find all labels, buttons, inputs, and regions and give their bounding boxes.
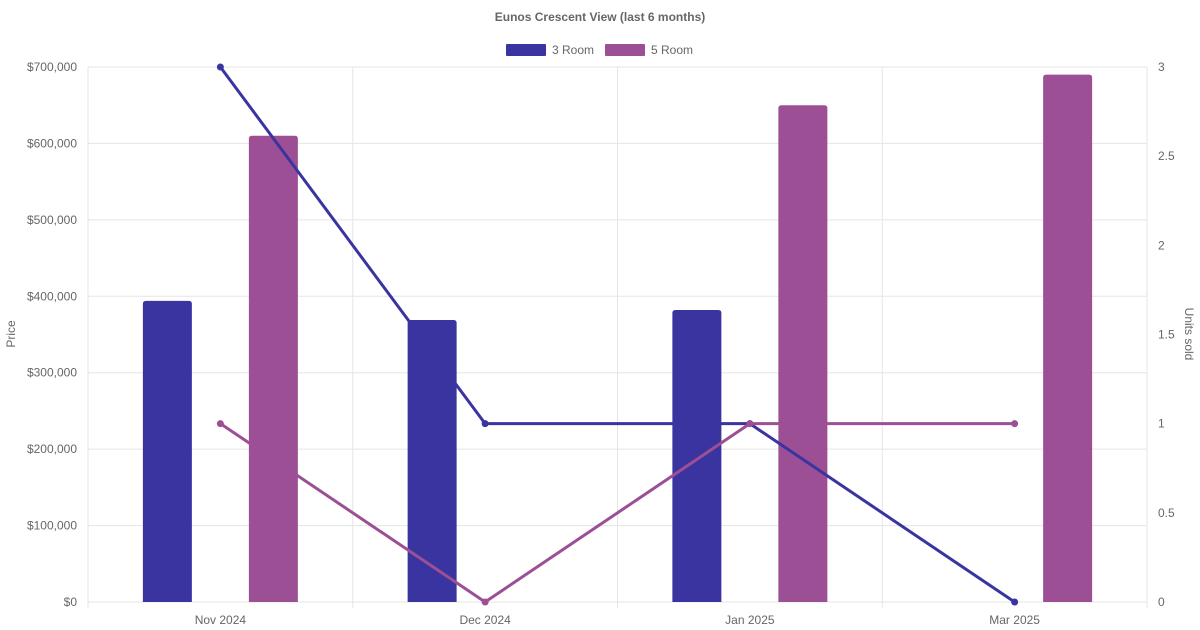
- legend-swatch: [506, 44, 546, 56]
- x-axis: Nov 2024 Dec 2024 Jan 2025 Mar 2025: [195, 613, 1041, 627]
- grid-lines: [87, 66, 1148, 608]
- line-point: [216, 63, 224, 71]
- left-axis-title: Price: [4, 320, 18, 348]
- left-tick-label: $100,000: [27, 519, 77, 533]
- bar: [778, 105, 828, 602]
- right-tick-label: 3: [1158, 60, 1165, 74]
- series-line: [219, 422, 1015, 604]
- bar: [142, 300, 192, 602]
- x-tick-label: Jan 2025: [725, 613, 775, 627]
- series-line: [219, 66, 1016, 604]
- left-tick-label: $0: [64, 595, 78, 609]
- x-tick-label: Mar 2025: [989, 613, 1040, 627]
- bars: [142, 74, 1093, 603]
- left-tick-label: $600,000: [27, 136, 77, 150]
- line-point: [1011, 420, 1019, 428]
- line-point: [481, 420, 489, 428]
- x-tick-label: Nov 2024: [195, 613, 247, 627]
- bar: [248, 135, 298, 603]
- right-tick-label: 2.5: [1158, 149, 1175, 163]
- line-point: [216, 420, 224, 428]
- legend: 3 Room 5 Room: [506, 43, 693, 57]
- bar: [672, 310, 722, 602]
- legend-label: 3 Room: [552, 43, 594, 57]
- left-tick-label: $200,000: [27, 442, 77, 456]
- right-tick-label: 0.5: [1158, 506, 1175, 520]
- left-tick-label: $700,000: [27, 60, 77, 74]
- x-tick-label: Dec 2024: [459, 613, 511, 627]
- left-tick-label: $300,000: [27, 366, 77, 380]
- legend-label: 5 Room: [651, 43, 693, 57]
- line-point: [481, 598, 489, 606]
- right-tick-label: 0: [1158, 595, 1165, 609]
- right-tick-label: 1.5: [1158, 328, 1175, 342]
- lines: [216, 63, 1019, 606]
- left-tick-label: $500,000: [27, 213, 77, 227]
- legend-swatch: [605, 44, 645, 56]
- chart-title: Eunos Crescent View (last 6 months): [495, 10, 706, 24]
- right-axis: 0 0.5 1 1.5 2 2.5 3: [1158, 60, 1175, 609]
- right-axis-title: Units sold: [1182, 308, 1196, 361]
- right-tick-label: 1: [1158, 417, 1165, 431]
- left-axis: $0 $100,000 $200,000 $300,000 $400,000 $500,0…: [27, 60, 77, 609]
- bar: [407, 319, 457, 602]
- line-point: [1011, 598, 1019, 606]
- line-point: [746, 420, 754, 428]
- left-tick-label: $400,000: [27, 289, 77, 303]
- bar: [1043, 74, 1093, 602]
- right-tick-label: 2: [1158, 238, 1165, 252]
